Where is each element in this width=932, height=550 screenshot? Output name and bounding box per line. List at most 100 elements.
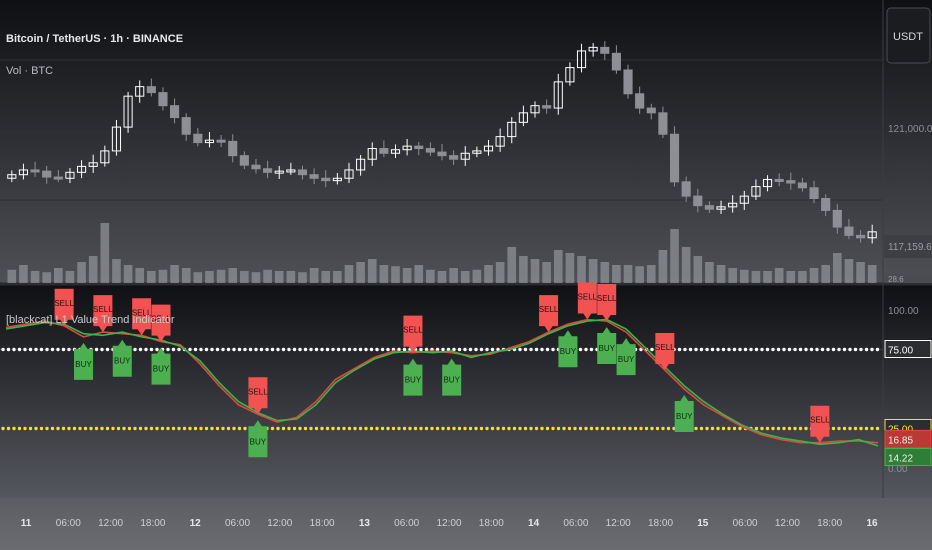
- oversold-dot: [578, 426, 583, 431]
- buy-label: BUY: [153, 365, 170, 374]
- indicator-title[interactable]: [blackcat] L1 Value Trend Indicator: [6, 314, 175, 326]
- volume-bar: [693, 256, 703, 283]
- candle-down: [855, 234, 866, 239]
- overbought-dot: [732, 347, 737, 352]
- oversold-dot: [452, 426, 456, 431]
- buy-signal: BUY: [151, 347, 171, 385]
- overbought-dot: [138, 347, 143, 352]
- volume-bar: [484, 265, 493, 283]
- time-tick-label: 18:00: [140, 518, 165, 529]
- overbought-dot: [485, 347, 489, 352]
- oversold-dot: [842, 426, 847, 431]
- oversold-dot: [17, 426, 22, 431]
- overbought-dot: [545, 347, 550, 352]
- overbought-dot: [424, 347, 429, 352]
- oversold-dot: [364, 426, 368, 431]
- overbought-dot: [259, 347, 264, 352]
- volume-bar: [216, 269, 226, 283]
- currency-button[interactable]: USDT: [886, 7, 931, 64]
- overbought-dot: [705, 347, 709, 352]
- volume-bar: [228, 268, 238, 283]
- overbought-dot: [232, 347, 236, 352]
- time-tick-label: 18:00: [817, 518, 842, 529]
- oversold-dot: [342, 426, 346, 431]
- candle-down: [623, 69, 633, 95]
- candle-up: [518, 112, 528, 123]
- oversold-dot: [622, 426, 627, 431]
- overbought-dot: [28, 347, 33, 352]
- overbought-dot: [738, 347, 742, 352]
- oversold-dot: [270, 426, 275, 431]
- time-axis[interactable]: 11 06:00 12:00 18:00 12 06:00 12:00 18:00 13 06:0…: [21, 518, 878, 529]
- overbought-dot: [144, 347, 148, 352]
- volume-bar: [356, 262, 365, 283]
- volume-bar: [379, 265, 389, 283]
- symbol-title[interactable]: Bitcoin / TetherUS · 1h · BINANCE: [6, 33, 183, 45]
- volume-label[interactable]: Vol · BTC: [6, 65, 53, 77]
- candle-up: [88, 162, 98, 167]
- candle-down: [158, 92, 168, 107]
- oversold-dot: [567, 426, 572, 431]
- oversold-dot: [529, 426, 533, 431]
- oversold-dot: [551, 426, 555, 431]
- overbought-dot: [221, 347, 225, 352]
- candlesticks[interactable]: [7, 41, 877, 244]
- sell-label: SELL: [403, 326, 423, 335]
- candle-up: [751, 186, 761, 197]
- candle-down: [437, 151, 447, 157]
- sell-label: SELL: [132, 308, 152, 317]
- oversold-dot: [314, 426, 319, 431]
- oversold-dot: [232, 426, 236, 431]
- oversold-dot: [237, 426, 242, 431]
- volume-bar: [274, 271, 284, 283]
- overbought-dot: [61, 347, 66, 352]
- time-tick-label: 06:00: [225, 518, 250, 529]
- oversold-dot: [138, 426, 143, 431]
- overbought-dot: [452, 347, 456, 352]
- candle-down: [809, 187, 819, 199]
- overbought-dot: [314, 347, 319, 352]
- overbought-dot: [12, 347, 16, 352]
- volume-bar: [147, 271, 156, 283]
- volume-bar: [670, 229, 679, 283]
- overbought-dot: [589, 347, 594, 352]
- oversold-dot: [221, 426, 225, 431]
- overbought-dot: [474, 347, 478, 352]
- volume-bar: [739, 269, 749, 283]
- oversold-dot: [292, 426, 297, 431]
- candle-down: [414, 145, 424, 150]
- volume-bar: [600, 262, 610, 283]
- candle-up: [565, 67, 575, 83]
- oversold-dot: [204, 426, 209, 431]
- overbought-dot: [171, 347, 176, 352]
- overbought-dot: [853, 347, 858, 352]
- overbought-dot: [578, 347, 583, 352]
- overbought-dot: [265, 347, 269, 352]
- oversold-dot: [78, 426, 82, 431]
- volume-value-label: 28.6: [888, 275, 904, 284]
- oversold-dot: [782, 426, 786, 431]
- volume-bar: [158, 269, 168, 283]
- sell-label: SELL: [54, 299, 74, 308]
- overbought-dot: [864, 347, 869, 352]
- oversold-dot: [699, 426, 704, 431]
- oversold-dot: [501, 426, 506, 431]
- candle-down: [228, 140, 238, 157]
- volume-bar: [251, 272, 261, 283]
- oversold-dot: [446, 426, 451, 431]
- oversold-dot: [837, 426, 841, 431]
- candle-down: [646, 107, 656, 114]
- overbought-dot: [215, 347, 220, 352]
- oversold-dot: [518, 426, 522, 431]
- oversold-dot: [754, 426, 759, 431]
- oversold-dot: [226, 426, 231, 431]
- oversold-dot: [160, 426, 165, 431]
- overbought-dot: [397, 347, 401, 352]
- oversold-dot: [507, 426, 511, 431]
- overbought-dot: [859, 347, 863, 352]
- overbought-dot: [386, 347, 390, 352]
- volume-bar: [681, 247, 691, 283]
- oversold-dot: [391, 426, 396, 431]
- overbought-dot: [468, 347, 473, 352]
